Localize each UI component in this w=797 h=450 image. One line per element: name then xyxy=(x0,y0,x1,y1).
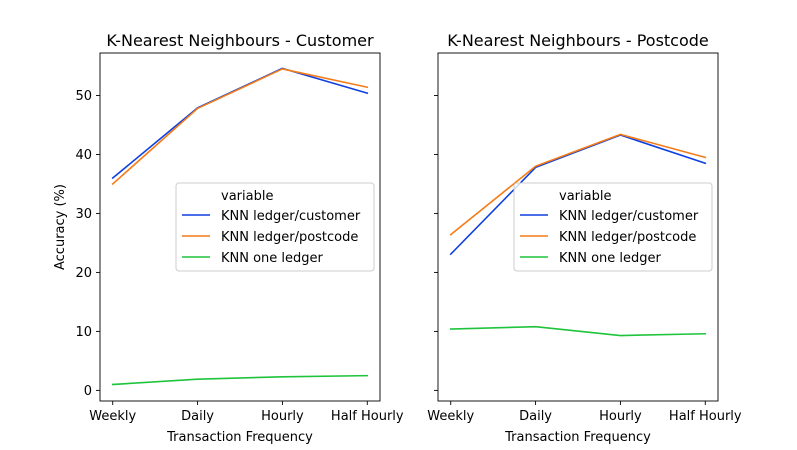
legend-label-3: KNN one ledger xyxy=(559,251,662,266)
x-tick-label: Hourly xyxy=(261,409,304,424)
x-tick-label: Hourly xyxy=(599,409,642,424)
legend-box xyxy=(513,182,713,272)
x-tick-label: Weekly xyxy=(427,409,474,424)
series-line-2 xyxy=(449,133,707,236)
y-tick-label: 30 xyxy=(75,207,92,222)
legend-label-1: KNN ledger/customer xyxy=(559,209,699,224)
legend-box xyxy=(175,182,375,272)
y-tick-label: 0 xyxy=(84,384,92,399)
axes-frame xyxy=(99,52,381,402)
chart-title: K-Nearest Neighbours - Postcode xyxy=(447,31,709,50)
x-tick-label: Daily xyxy=(519,409,552,424)
legend-title: variable xyxy=(559,189,611,204)
legend-label-2: KNN ledger/postcode xyxy=(559,230,696,245)
legend-label-1: KNN ledger/customer xyxy=(221,209,361,224)
series-line-2 xyxy=(111,68,369,186)
legend: variable KNN ledger/customer KNN ledger/po… xyxy=(513,182,713,272)
x-tick-label: Half Hourly xyxy=(331,409,404,424)
legend-label-2: KNN ledger/postcode xyxy=(221,230,358,245)
y-tick-label: 20 xyxy=(75,266,92,281)
y-axis-label: Accuracy (%) xyxy=(53,184,68,270)
chart-panel-2: K-Nearest Neighbours - Postcode Weekly Dai… xyxy=(427,31,742,445)
x-axis-label: Transaction Frequency xyxy=(504,430,651,445)
series-line-3 xyxy=(449,325,707,337)
axes-frame xyxy=(437,52,719,402)
legend-title: variable xyxy=(221,189,273,204)
legend: variable KNN ledger/customer KNN ledger/po… xyxy=(175,182,375,272)
chart-panel-1: K-Nearest Neighbours - Customer Weekly Dai… xyxy=(53,31,404,445)
y-tick-label: 10 xyxy=(75,325,92,340)
series-line-1 xyxy=(111,67,369,180)
y-tick-label: 40 xyxy=(75,148,92,163)
x-tick-label: Daily xyxy=(181,409,214,424)
chart-title: K-Nearest Neighbours - Customer xyxy=(106,31,374,50)
legend-label-3: KNN one ledger xyxy=(221,251,324,266)
series-line-3 xyxy=(111,374,369,386)
x-tick-label: Weekly xyxy=(89,409,136,424)
x-axis-label: Transaction Frequency xyxy=(166,430,313,445)
series-line-1 xyxy=(449,134,707,256)
x-tick-label: Half Hourly xyxy=(669,409,742,424)
y-tick-label: 50 xyxy=(75,89,92,104)
